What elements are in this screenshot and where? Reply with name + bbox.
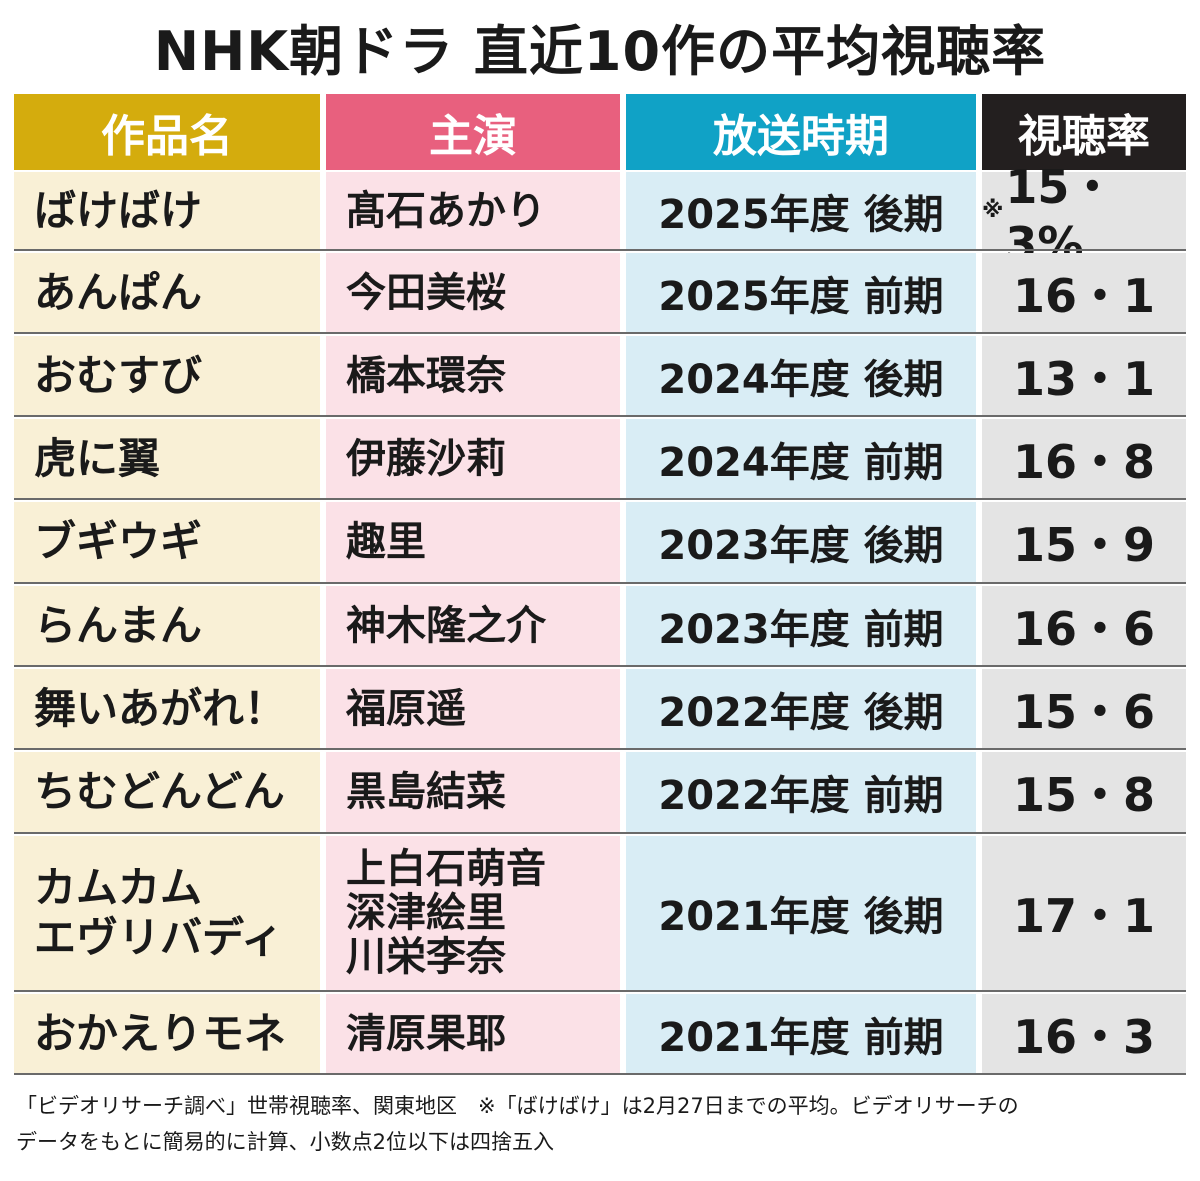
row-divider bbox=[14, 415, 1186, 417]
row-period: 2022年度 後期 bbox=[626, 669, 976, 748]
row-period: 2021年度 後期 bbox=[626, 836, 976, 990]
lead-text: 神木隆之介 bbox=[346, 602, 546, 649]
title-text: あんぱん bbox=[34, 267, 203, 317]
row-lead: 髙石あかり bbox=[326, 172, 620, 249]
row-title: 虎に翼 bbox=[14, 419, 320, 498]
row-period: 2025年度 前期 bbox=[626, 253, 976, 332]
header-period: 放送時期 bbox=[626, 94, 976, 170]
period-text: 2021年度 後期 bbox=[658, 894, 944, 940]
row-rate: 17・1 bbox=[982, 836, 1186, 990]
row-title: ちむどんどん bbox=[14, 752, 320, 832]
row-period: 2024年度 前期 bbox=[626, 419, 976, 498]
footnote-line-1: 「ビデオリサーチ調べ」世帯視聴率、関東地区 ※「ばけばけ」は2月27日までの平均… bbox=[16, 1094, 1019, 1118]
rate-value: 16・1 bbox=[1012, 268, 1156, 323]
row-divider bbox=[14, 990, 1186, 992]
row-title: あんぱん bbox=[14, 253, 320, 332]
row-lead: 福原遥 bbox=[326, 669, 620, 748]
row-period: 2023年度 前期 bbox=[626, 586, 976, 665]
header-rate: 視聴率 bbox=[982, 94, 1186, 170]
title-text: カムカム エヴリバディ bbox=[34, 863, 284, 962]
title-text: 舞いあがれ！ bbox=[34, 683, 287, 733]
period-text: 2025年度 前期 bbox=[658, 273, 944, 320]
row-period: 2024年度 後期 bbox=[626, 336, 976, 415]
row-lead: 今田美桜 bbox=[326, 253, 620, 332]
period-text: 2021年度 前期 bbox=[658, 1014, 944, 1061]
rate-value: 17・1 bbox=[1012, 889, 1156, 943]
row-rate: 16・3 bbox=[982, 994, 1186, 1073]
rate-value: 16・3 bbox=[1012, 1009, 1156, 1064]
row-rate: 15・6 bbox=[982, 669, 1186, 748]
lead-text: 趣里 bbox=[346, 519, 426, 565]
rate-value: 16・6 bbox=[1012, 601, 1156, 656]
rate-value: 15・9 bbox=[1012, 518, 1156, 572]
row-rate: 15・9 bbox=[982, 502, 1186, 582]
row-title: らんまん bbox=[14, 586, 320, 665]
period-text: 2025年度 後期 bbox=[658, 191, 944, 238]
lead-text: 今田美桜 bbox=[346, 269, 506, 316]
row-lead: 伊藤沙莉 bbox=[326, 419, 620, 498]
row-lead: 神木隆之介 bbox=[326, 586, 620, 665]
rate-value: 16・8 bbox=[1012, 434, 1156, 489]
title-text: らんまん bbox=[34, 600, 203, 650]
lead-text: 清原果耶 bbox=[346, 1010, 506, 1057]
title-text: おむすび bbox=[34, 350, 203, 400]
page-title: NHK朝ドラ 直近10作の平均視聴率 bbox=[153, 20, 1047, 83]
rate-value: 15・8 bbox=[1012, 768, 1156, 822]
title-text: ちむどんどん bbox=[34, 767, 285, 816]
row-divider bbox=[14, 582, 1186, 584]
row-period: 2022年度 前期 bbox=[626, 752, 976, 832]
lead-text: 上白石萌音 深津絵里 川栄李奈 bbox=[346, 846, 546, 980]
period-text: 2024年度 後期 bbox=[658, 356, 944, 403]
row-divider bbox=[14, 665, 1186, 667]
row-lead: 橋本環奈 bbox=[326, 336, 620, 415]
row-title: 舞いあがれ！ bbox=[14, 669, 320, 748]
row-lead: 趣里 bbox=[326, 502, 620, 582]
lead-text: 伊藤沙莉 bbox=[346, 435, 506, 482]
row-lead: 清原果耶 bbox=[326, 994, 620, 1073]
title-text: ばけばけ bbox=[34, 185, 203, 235]
title-text: おかえりモネ bbox=[34, 1008, 287, 1058]
row-divider bbox=[14, 832, 1186, 834]
footnote-line-2: データをもとに簡易的に計算、小数点2位以下は四捨五入 bbox=[16, 1130, 554, 1154]
period-text: 2022年度 前期 bbox=[658, 773, 944, 819]
row-lead: 黒島結菜 bbox=[326, 752, 620, 832]
lead-text: 福原遥 bbox=[346, 685, 466, 732]
title-text: ブギウギ bbox=[34, 517, 203, 566]
period-text: 2023年度 後期 bbox=[658, 523, 944, 569]
row-divider bbox=[14, 332, 1186, 334]
header-title: 作品名 bbox=[14, 94, 320, 170]
row-title: ばけばけ bbox=[14, 172, 320, 249]
row-lead: 上白石萌音 深津絵里 川栄李奈 bbox=[326, 836, 620, 990]
row-title: おかえりモネ bbox=[14, 994, 320, 1073]
footnote: 「ビデオリサーチ調べ」世帯視聴率、関東地区 ※「ばけばけ」は2月27日までの平均… bbox=[16, 1088, 1186, 1160]
lead-text: 黒島結菜 bbox=[346, 769, 506, 815]
row-divider bbox=[14, 748, 1186, 750]
lead-text: 橋本環奈 bbox=[346, 352, 506, 399]
row-rate: 16・6 bbox=[982, 586, 1186, 665]
rate-value: 13・1 bbox=[1012, 351, 1156, 406]
row-period: 2025年度 後期 bbox=[626, 172, 976, 249]
row-title: おむすび bbox=[14, 336, 320, 415]
row-divider bbox=[14, 249, 1186, 251]
row-rate: 16・1 bbox=[982, 253, 1186, 332]
row-rate: 15・8 bbox=[982, 752, 1186, 832]
row-period: 2021年度 前期 bbox=[626, 994, 976, 1073]
row-divider bbox=[14, 1073, 1186, 1075]
header-lead: 主演 bbox=[326, 94, 620, 170]
row-rate: 13・1 bbox=[982, 336, 1186, 415]
title-text: 虎に翼 bbox=[34, 433, 161, 483]
period-text: 2024年度 前期 bbox=[658, 439, 944, 486]
row-title: ブギウギ bbox=[14, 502, 320, 582]
row-rate: 16・8 bbox=[982, 419, 1186, 498]
period-text: 2022年度 後期 bbox=[658, 689, 944, 736]
row-rate: ※ 15・3% bbox=[982, 160, 1186, 271]
row-title: カムカム エヴリバディ bbox=[14, 836, 320, 990]
lead-text: 髙石あかり bbox=[346, 187, 546, 234]
row-divider bbox=[14, 498, 1186, 500]
row-period: 2023年度 後期 bbox=[626, 502, 976, 582]
period-text: 2023年度 前期 bbox=[658, 606, 944, 653]
rate-value: 15・6 bbox=[1012, 684, 1156, 739]
rate-note-mark: ※ bbox=[982, 198, 1004, 223]
